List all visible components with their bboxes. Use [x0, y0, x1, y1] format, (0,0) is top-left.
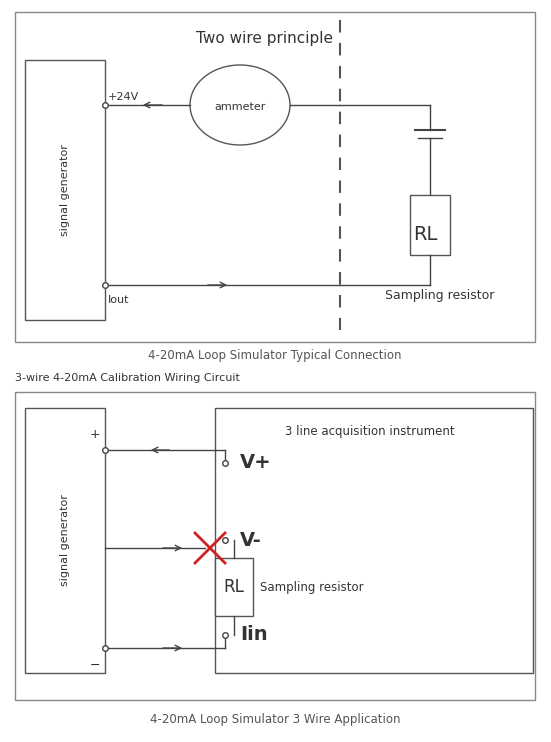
- Bar: [25, 408, 105, 673]
- Text: signal generator: signal generator: [60, 144, 70, 236]
- Text: V+: V+: [240, 453, 272, 473]
- Bar: [25, 60, 105, 320]
- Text: 3-wire 4-20mA Calibration Wiring Circuit: 3-wire 4-20mA Calibration Wiring Circuit: [15, 373, 240, 383]
- Ellipse shape: [190, 65, 290, 145]
- Text: ammeter: ammeter: [214, 102, 266, 112]
- Text: Iout: Iout: [108, 295, 129, 305]
- Text: +24V: +24V: [108, 92, 139, 102]
- Text: 4-20mA Loop Simulator Typical Connection: 4-20mA Loop Simulator Typical Connection: [148, 349, 402, 361]
- Text: RL: RL: [224, 578, 245, 596]
- Bar: [15, 12, 535, 342]
- Bar: [215, 558, 253, 616]
- Bar: [215, 408, 533, 673]
- Text: Iin: Iin: [240, 626, 268, 645]
- Text: Sampling resistor: Sampling resistor: [385, 289, 494, 301]
- Text: V-: V-: [240, 531, 262, 550]
- Bar: [410, 195, 450, 255]
- Text: −: −: [90, 658, 100, 672]
- Text: +: +: [90, 428, 100, 441]
- Text: Two wire principle: Two wire principle: [197, 30, 333, 45]
- Text: signal generator: signal generator: [60, 494, 70, 586]
- Text: Sampling resistor: Sampling resistor: [260, 580, 364, 594]
- Text: 3 line acquisition instrument: 3 line acquisition instrument: [285, 425, 455, 439]
- Text: 4-20mA Loop Simulator 3 Wire Application: 4-20mA Loop Simulator 3 Wire Application: [150, 714, 400, 726]
- Text: RL: RL: [413, 226, 437, 245]
- Bar: [15, 392, 535, 700]
